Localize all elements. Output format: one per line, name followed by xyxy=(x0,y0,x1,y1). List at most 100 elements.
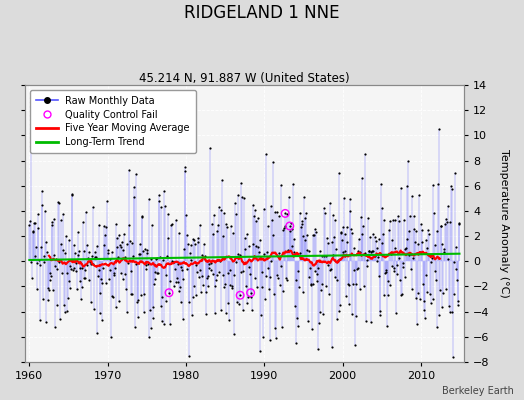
Point xyxy=(143,250,151,257)
Point xyxy=(239,268,248,274)
Point xyxy=(363,262,371,269)
Point xyxy=(102,224,111,230)
Point xyxy=(86,261,95,267)
Point xyxy=(221,281,230,288)
Point xyxy=(171,279,180,285)
Point xyxy=(324,262,332,268)
Point xyxy=(455,220,464,226)
Point xyxy=(297,218,305,224)
Point xyxy=(311,268,320,275)
Point xyxy=(384,292,392,298)
Point xyxy=(110,272,118,278)
Point xyxy=(394,262,402,268)
Point xyxy=(427,300,435,306)
Point xyxy=(37,244,45,250)
Point xyxy=(43,248,51,255)
Point xyxy=(80,275,89,282)
Point xyxy=(148,222,156,228)
Point xyxy=(79,248,88,254)
Point xyxy=(375,272,384,279)
Point xyxy=(160,188,169,195)
Point xyxy=(107,249,116,256)
Point xyxy=(230,331,238,337)
Point xyxy=(206,267,215,273)
Point xyxy=(135,251,143,257)
Point xyxy=(226,282,235,288)
Point xyxy=(30,253,39,260)
Point xyxy=(71,250,79,256)
Point xyxy=(222,221,230,228)
Point xyxy=(344,300,353,307)
Point xyxy=(83,262,91,268)
Point xyxy=(435,287,444,294)
Point xyxy=(240,195,248,202)
Point xyxy=(156,303,165,309)
Point xyxy=(334,308,343,314)
Point xyxy=(284,248,292,255)
Point xyxy=(195,274,203,280)
Point xyxy=(320,205,329,212)
Point xyxy=(168,258,177,264)
Point xyxy=(185,298,193,305)
Point xyxy=(180,246,188,252)
Point xyxy=(312,271,321,278)
Point xyxy=(231,200,239,206)
Point xyxy=(151,276,159,283)
Point xyxy=(450,290,458,297)
Point xyxy=(426,290,434,297)
Point xyxy=(333,316,341,322)
Point xyxy=(210,211,219,218)
Point xyxy=(224,270,232,276)
Point xyxy=(429,182,438,188)
Point xyxy=(201,311,210,318)
Point xyxy=(168,221,176,227)
Point xyxy=(424,252,433,258)
Point xyxy=(286,228,294,234)
Point xyxy=(183,232,191,238)
Point xyxy=(57,216,66,223)
Point xyxy=(444,203,453,209)
Point xyxy=(310,232,318,238)
Point xyxy=(356,249,365,256)
Point xyxy=(378,240,386,246)
Point xyxy=(111,304,119,310)
Point xyxy=(259,250,268,257)
Point xyxy=(158,318,167,325)
Point xyxy=(147,325,156,332)
Legend: Raw Monthly Data, Quality Control Fail, Five Year Moving Average, Long-Term Tren: Raw Monthly Data, Quality Control Fail, … xyxy=(30,90,195,153)
Point xyxy=(339,248,347,255)
Point xyxy=(289,249,298,255)
Point xyxy=(216,306,225,313)
Point xyxy=(163,253,171,259)
Point xyxy=(124,260,132,266)
Point xyxy=(96,310,105,316)
Point xyxy=(352,280,360,287)
Point xyxy=(285,194,293,200)
Point xyxy=(360,250,368,257)
Point xyxy=(97,317,106,324)
Point xyxy=(370,253,378,260)
Point xyxy=(27,97,35,104)
Point xyxy=(232,259,240,265)
Point xyxy=(65,237,73,243)
Point xyxy=(238,194,246,200)
Point xyxy=(31,220,39,226)
Point xyxy=(320,252,328,259)
Point xyxy=(419,298,428,304)
Point xyxy=(162,271,171,278)
Point xyxy=(313,278,321,284)
Point xyxy=(225,316,233,323)
Point xyxy=(59,210,67,217)
Point xyxy=(338,236,346,243)
Point xyxy=(124,167,133,174)
Point xyxy=(237,269,246,276)
Point xyxy=(29,228,37,234)
Point xyxy=(219,272,227,278)
Point xyxy=(128,290,137,297)
Point xyxy=(134,314,142,320)
Point xyxy=(47,222,56,229)
Point xyxy=(145,196,153,202)
Point xyxy=(365,248,374,254)
Point xyxy=(361,151,369,158)
Point xyxy=(361,250,369,256)
